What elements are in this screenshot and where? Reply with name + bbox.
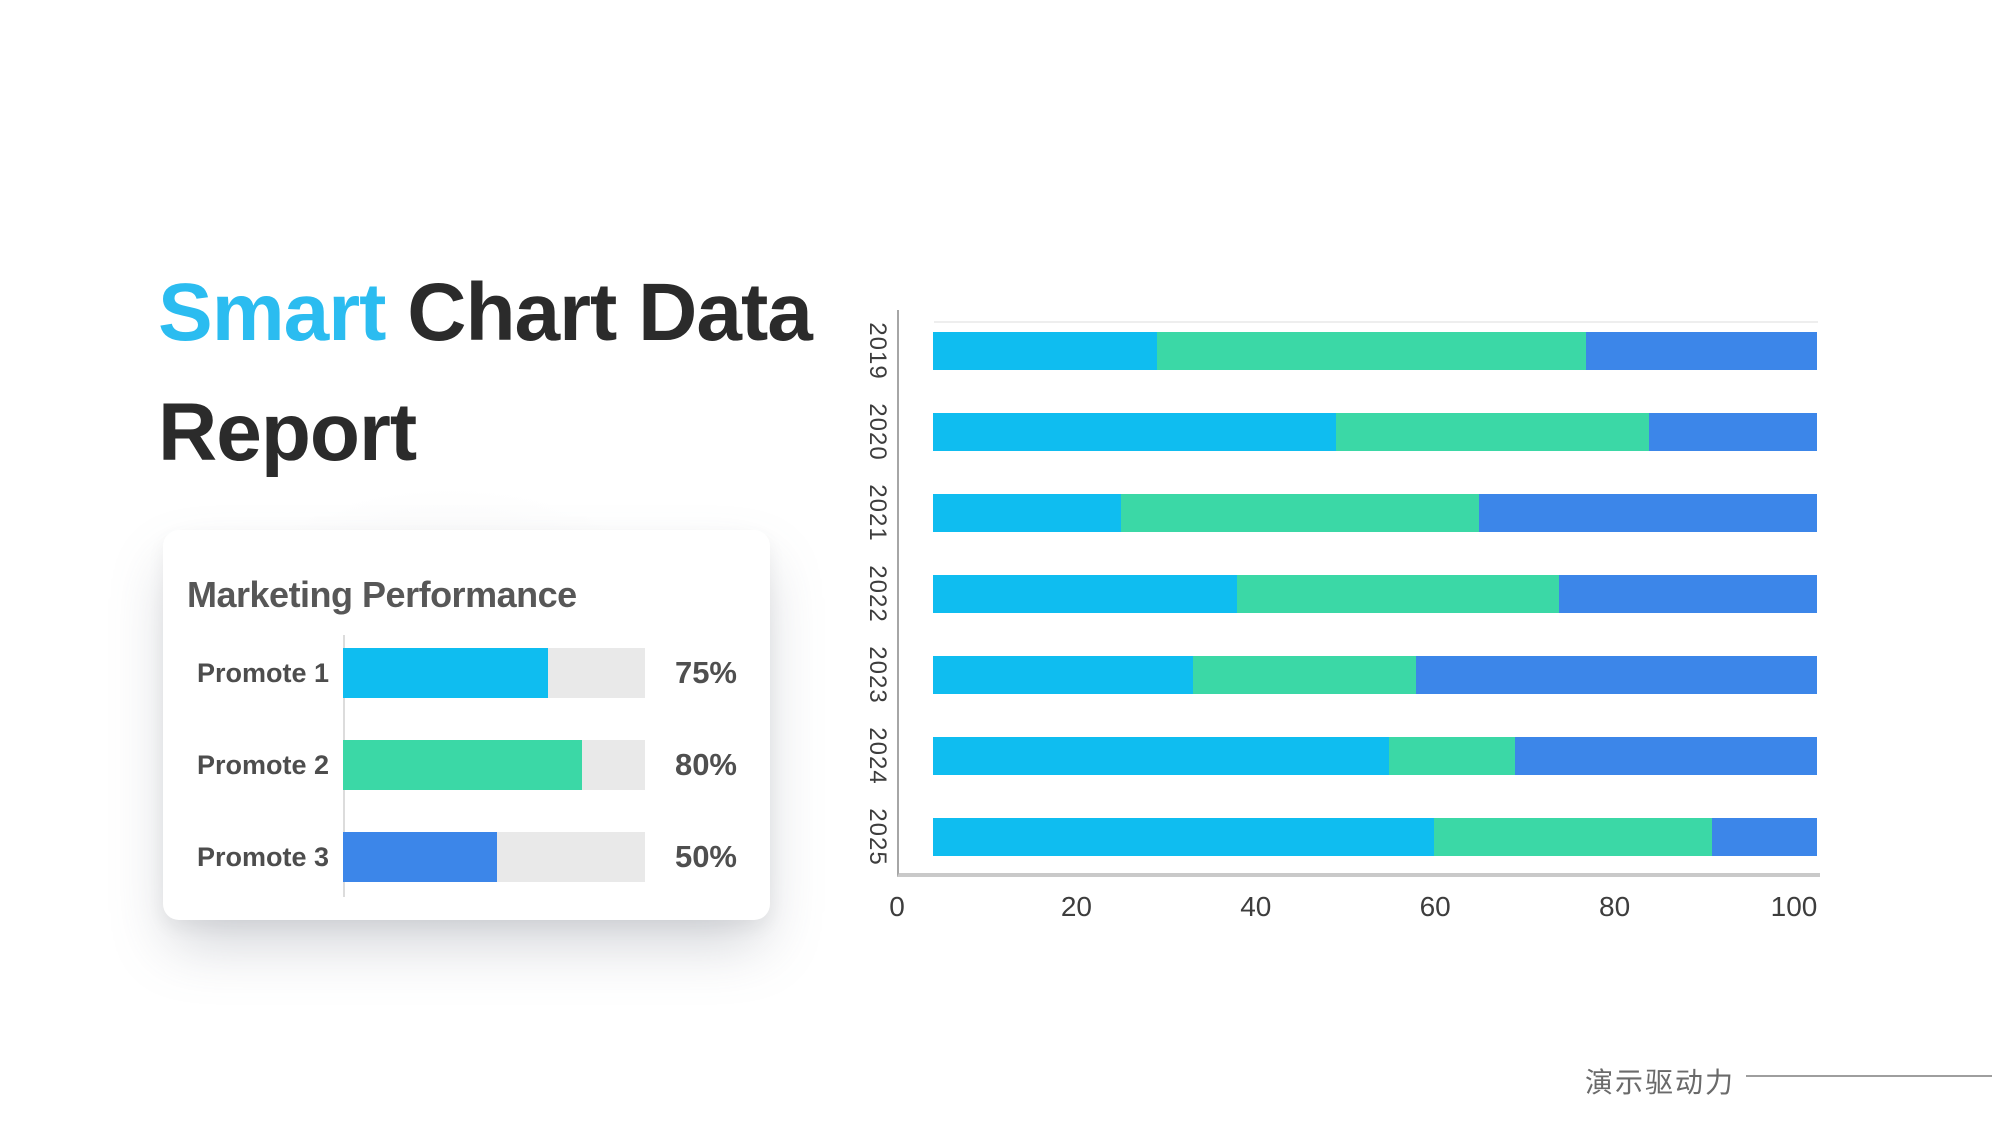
- x-tick-0: 0: [889, 891, 905, 922]
- chart-top-gridline: [934, 321, 1818, 323]
- bar-row-2024: [899, 715, 1820, 796]
- chart-y-axis-labels: 2019 2020 2021 2022 2023 2024 2025: [845, 310, 895, 877]
- card-row-2: Promote 2 80%: [163, 740, 770, 790]
- bar-row-2021: [899, 472, 1820, 553]
- y-axis-label-2020: 2020: [864, 402, 891, 461]
- progress-track: [343, 740, 645, 790]
- stacked-bar-2019: [933, 331, 1817, 370]
- y-axis-label-2019: 2019: [864, 321, 891, 380]
- card-row-1: Promote 1 75%: [163, 648, 770, 698]
- card-row-value: 75%: [674, 655, 737, 690]
- stacked-bar-2024: [933, 736, 1817, 775]
- y-axis-label-cell: 2024: [845, 715, 895, 796]
- bar-row-2020: [899, 391, 1820, 472]
- cyan-segment: [933, 736, 1390, 775]
- bar-row-2023: [899, 634, 1820, 715]
- card-row-value: 80%: [674, 747, 737, 782]
- green-segment: [1156, 331, 1587, 370]
- footer-brand-text: 演示驱动力: [1585, 1067, 1736, 1098]
- chart-plot-area: [897, 310, 1820, 877]
- chart-x-axis-labels: 0 20 40 60 80 100: [889, 891, 1820, 927]
- y-axis-label-cell: 2023: [845, 634, 895, 715]
- y-axis-label-cell: 2025: [845, 796, 895, 877]
- y-axis-label-2023: 2023: [864, 645, 891, 704]
- bar-row-2022: [899, 553, 1820, 634]
- page-title-rest: Chart Data Report: [158, 267, 813, 478]
- blue-segment: [1586, 331, 1817, 370]
- cyan-segment: [933, 493, 1121, 532]
- card-row-label: Promote 2: [197, 749, 330, 780]
- blue-segment: [1649, 412, 1817, 451]
- card-row-label: Promote 3: [197, 841, 330, 872]
- x-tick-40: 40: [1240, 891, 1272, 922]
- progress-track: [343, 648, 645, 698]
- card-row-value: 50%: [674, 839, 737, 874]
- y-axis-label-cell: 2019: [845, 310, 895, 391]
- y-axis-label-2025: 2025: [864, 807, 891, 866]
- x-tick-80: 80: [1599, 891, 1631, 922]
- y-axis-label-2021: 2021: [864, 483, 891, 542]
- cyan-segment: [933, 331, 1157, 370]
- card-row-label: Promote 1: [197, 657, 330, 688]
- green-segment: [1237, 574, 1560, 613]
- progress-fill: [343, 740, 582, 790]
- y-axis-label-2022: 2022: [864, 564, 891, 623]
- green-segment: [1389, 736, 1515, 775]
- cyan-segment: [933, 412, 1336, 451]
- green-segment: [1434, 817, 1712, 856]
- stacked-bar-2022: [933, 574, 1817, 613]
- marketing-performance-card: Marketing Performance Promote 1 75% Promot…: [163, 530, 770, 920]
- progress-fill: [343, 832, 498, 882]
- green-segment: [1120, 493, 1479, 532]
- stacked-bar-2025: [933, 817, 1817, 856]
- blue-segment: [1559, 574, 1817, 613]
- blue-segment: [1711, 817, 1817, 856]
- blue-segment: [1514, 736, 1817, 775]
- blue-segment: [1416, 655, 1817, 694]
- y-axis-label-cell: 2022: [845, 553, 895, 634]
- stacked-bar-2023: [933, 655, 1817, 694]
- y-axis-label-cell: 2020: [845, 391, 895, 472]
- blue-segment: [1478, 493, 1817, 532]
- card-title: Marketing Performance: [187, 574, 577, 615]
- cyan-segment: [933, 574, 1238, 613]
- bar-row-2025: [899, 796, 1820, 877]
- x-tick-100: 100: [1770, 891, 1818, 922]
- page-title-accent: Smart: [158, 267, 386, 358]
- x-tick-60: 60: [1419, 891, 1451, 922]
- chart-bars: [899, 310, 1820, 877]
- y-axis-label-2024: 2024: [864, 726, 891, 785]
- stacked-bar-2020: [933, 412, 1817, 451]
- green-segment: [1335, 412, 1649, 451]
- card-rows: Promote 1 75% Promote 2 80% Promote 3 50%: [163, 648, 770, 924]
- card-row-3: Promote 3 50%: [163, 832, 770, 882]
- y-axis-label-cell: 2021: [845, 472, 895, 553]
- green-segment: [1192, 655, 1417, 694]
- stacked-bar-2021: [933, 493, 1817, 532]
- cyan-segment: [933, 817, 1435, 856]
- progress-track: [343, 832, 645, 882]
- page-title: Smart Chart Data Report: [158, 253, 898, 493]
- footer-rule-line: [1746, 1075, 1992, 1077]
- bar-row-2019: [899, 310, 1820, 391]
- x-tick-20: 20: [1060, 891, 1092, 922]
- cyan-segment: [933, 655, 1193, 694]
- progress-fill: [343, 648, 549, 698]
